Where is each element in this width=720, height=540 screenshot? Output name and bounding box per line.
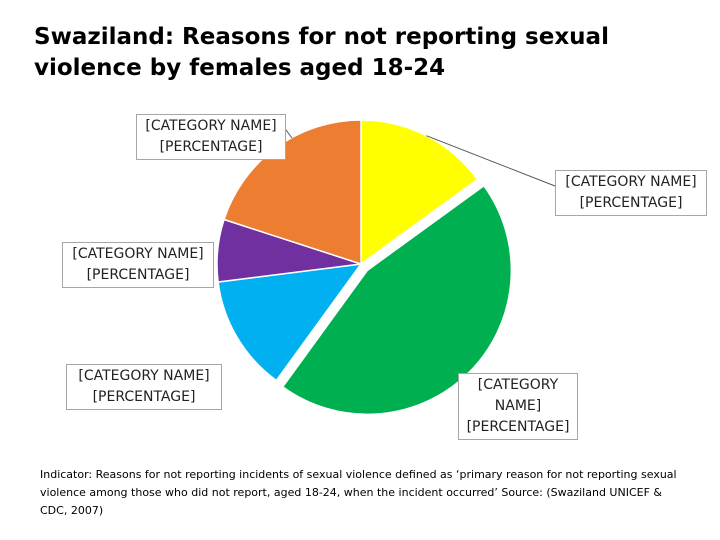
slice-label-blue: [CATEGORY NAME] [PERCENTAGE] [66,364,222,410]
pie-slice-blue [217,263,363,382]
chart-title: Swaziland: Reasons for not reporting sex… [34,24,609,81]
pie-slice-yellow [360,119,479,266]
slice-category-label: [CATEGORY [477,377,559,393]
slice-label-orange: [CATEGORY NAME] [PERCENTAGE] [136,114,286,160]
slice-percentage-label: [PERCENTAGE] [86,267,190,283]
chart-footnote: Indicator: Reasons for not reporting inc… [40,468,677,517]
slice-category-label: [CATEGORY NAME] [78,368,210,384]
slice-percentage-label: [PERCENTAGE] [579,195,683,211]
slice-percentage-label: [PERCENTAGE] [466,419,570,435]
leader-line [426,135,556,187]
slice-percentage-label: [PERCENTAGE] [92,389,196,405]
pie-slice-green [281,184,513,416]
slice-category-label: [CATEGORY NAME] [565,174,697,190]
slice-label-green: [CATEGORY NAME] [PERCENTAGE] [458,373,578,440]
slice-percentage-label: [PERCENTAGE] [159,139,263,155]
slice-category-label-line2: NAME] [494,398,542,414]
slice-label-yellow: [CATEGORY NAME] [PERCENTAGE] [555,170,707,216]
slice-label-purple: [CATEGORY NAME] [PERCENTAGE] [62,242,214,288]
slice-category-label: [CATEGORY NAME] [145,118,277,134]
slice-category-label: [CATEGORY NAME] [72,246,204,262]
leader-line [285,129,293,139]
